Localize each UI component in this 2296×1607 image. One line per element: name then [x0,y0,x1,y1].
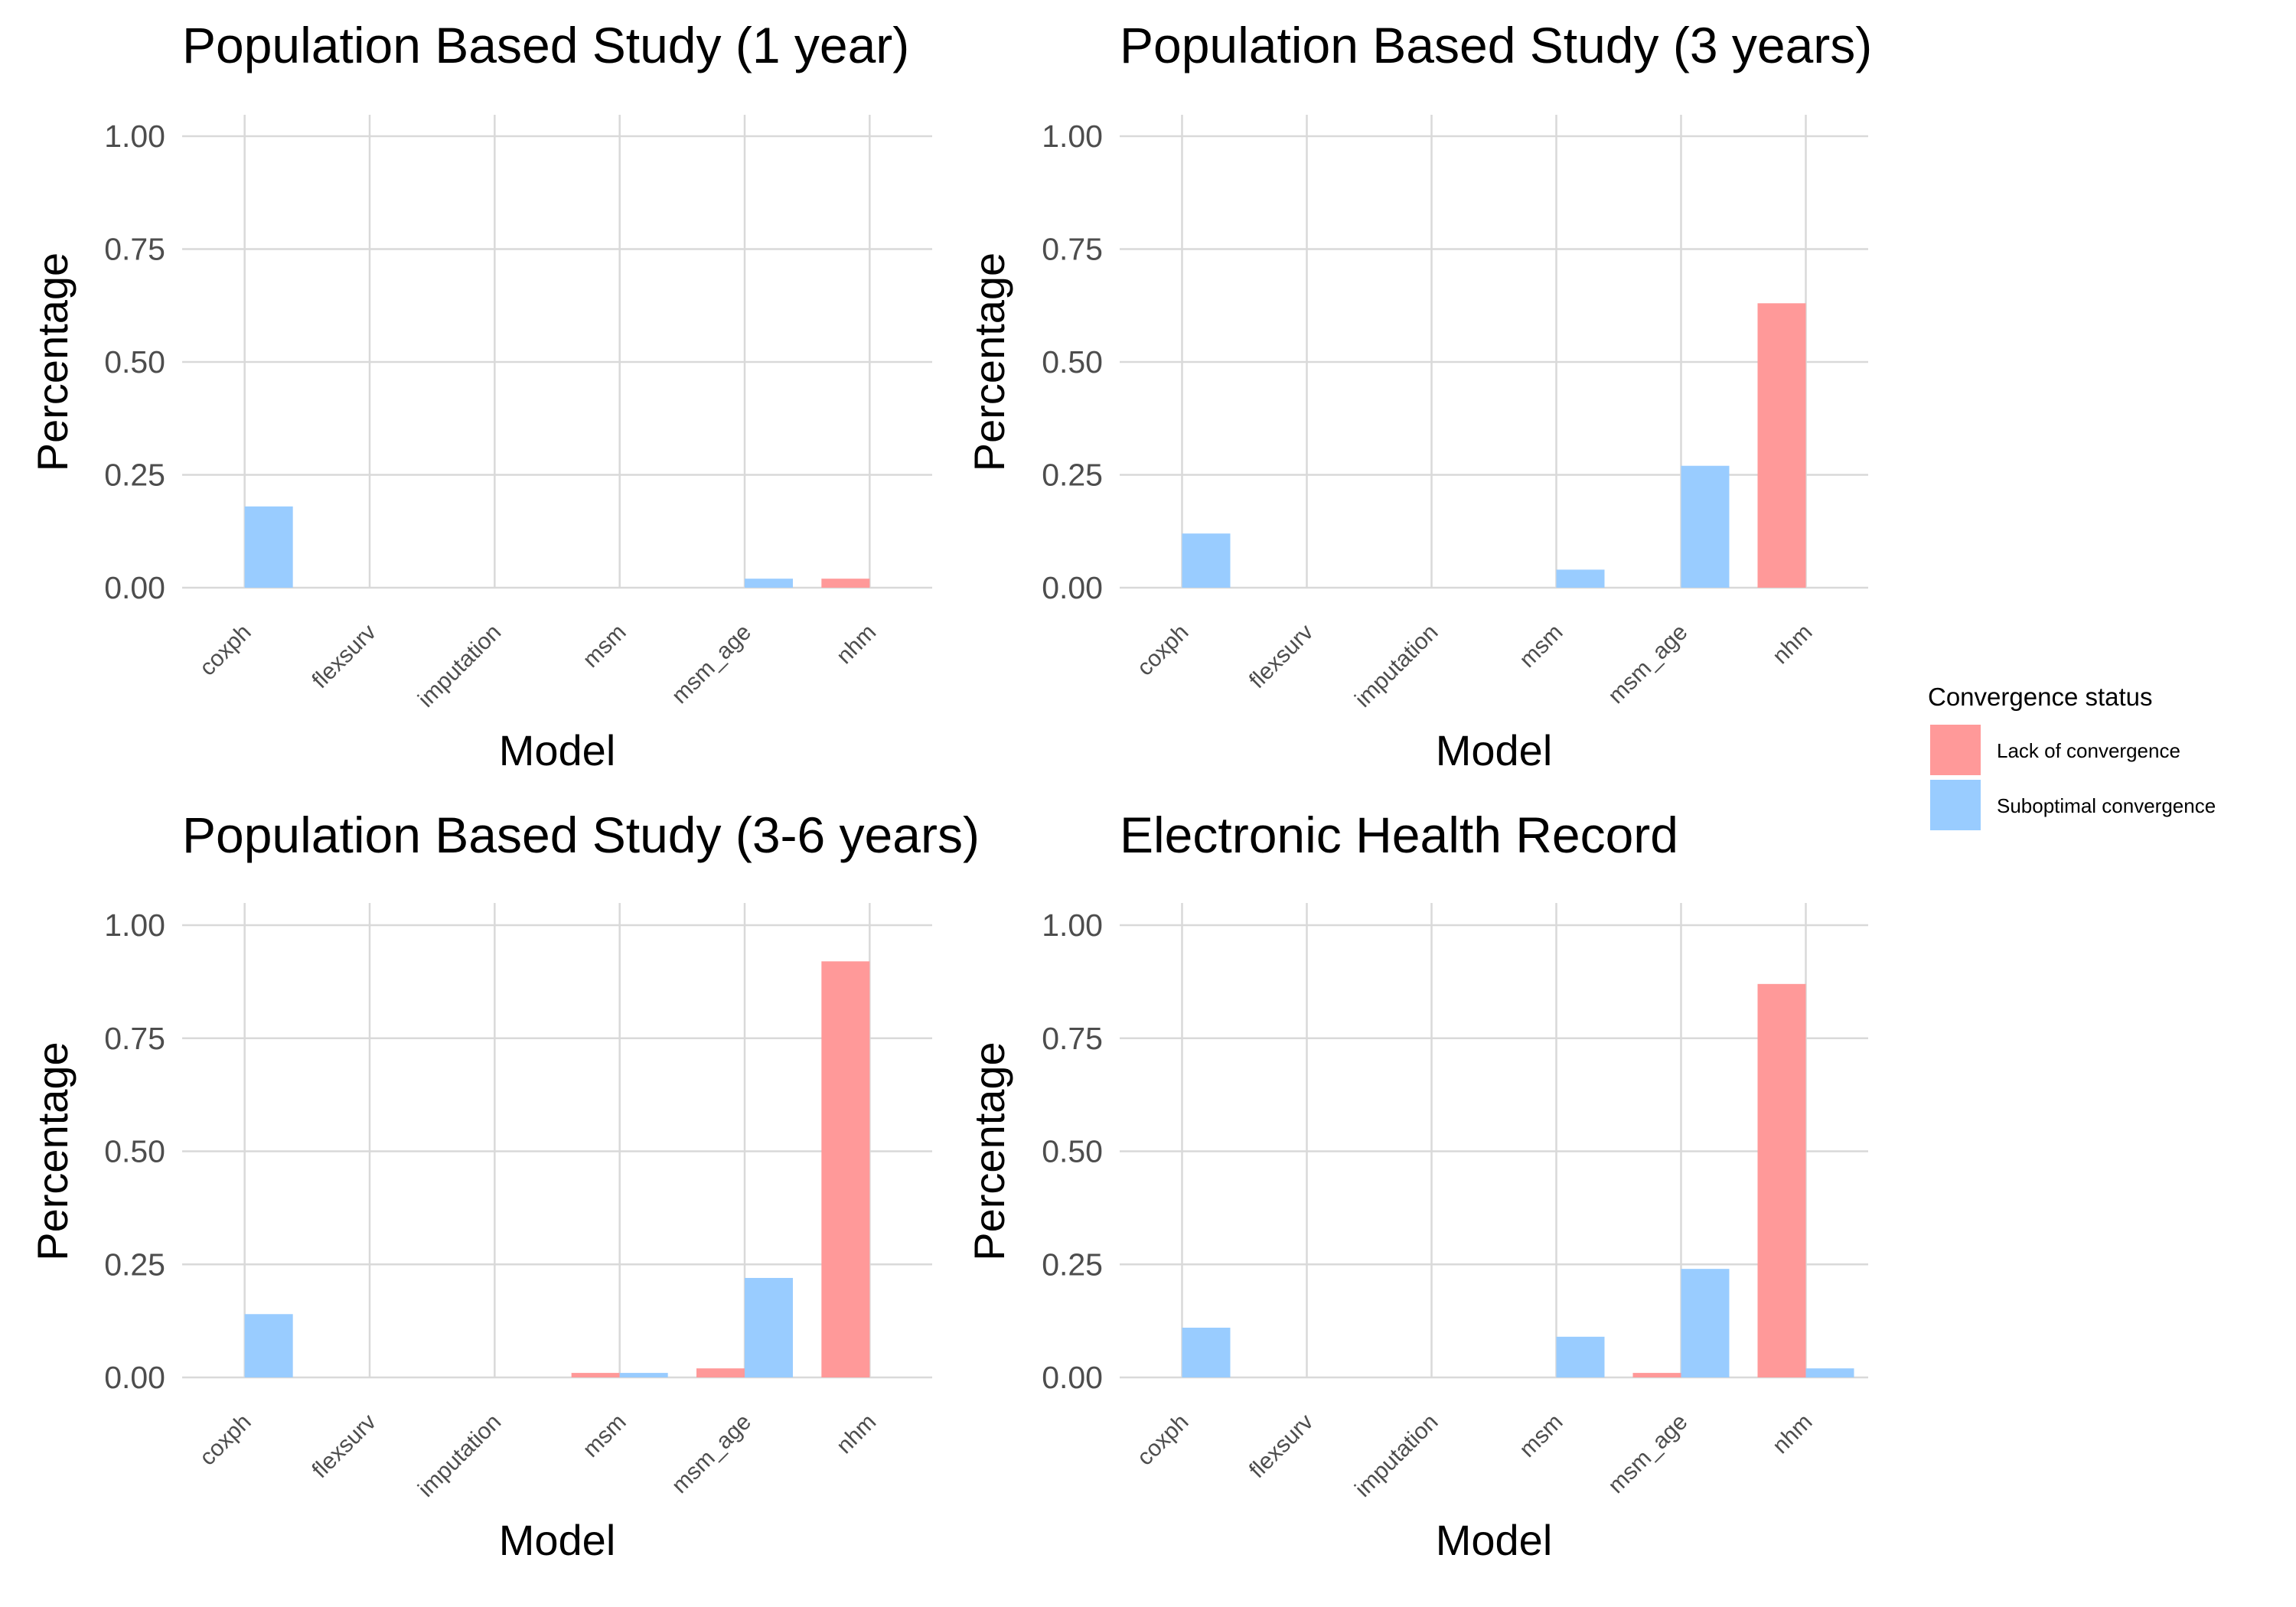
panel-title: Population Based Study (3 years) [1120,17,1872,73]
x-tick-label: flexsurv [1244,1410,1318,1483]
x-tick-label: coxph [1133,1410,1194,1471]
x-tick-label: nhm [832,1410,882,1459]
panel-title: Population Based Study (1 year) [182,17,909,73]
y-tick-label: 0.50 [104,1134,165,1169]
legend-swatch-suboptimal-convergence [1930,780,1981,830]
bar-suboptimal-convergence [619,1373,668,1377]
x-tick-label: msm_age [667,1410,755,1498]
chart-panel-2: 0.00 0.25 0.50 0.75 1.00 coxph flexsurv imputat… [965,17,1872,774]
y-tick-label: 0.25 [1042,458,1103,493]
y-tick-label: 0.50 [104,344,165,380]
x-tick-label: imputation [1350,620,1443,712]
bar-suboptimal-convergence [745,1277,793,1377]
x-tick-label: imputation [413,1410,506,1502]
x-tick-label: imputation [1350,1410,1443,1502]
chart-panel-4: 0.00 0.25 0.50 0.75 1.00 coxph flexsurv imputat… [965,807,1868,1564]
bar-suboptimal-convergence [244,506,293,588]
panel-title: Electronic Health Record [1120,807,1678,863]
y-tick-label: 0.75 [1042,232,1103,267]
chart-panels: 0.00 0.25 0.50 0.75 1.00 coxph flexsurv imputat… [28,17,1872,1564]
y-tick-label: 0.00 [1042,1360,1103,1395]
y-tick-label: 0.00 [104,1360,165,1395]
x-tick-label: coxph [195,1410,256,1471]
bar-suboptimal-convergence [1556,1336,1605,1377]
bar-lack-of-convergence [1632,1373,1681,1377]
y-tick-label: 0.25 [1042,1247,1103,1282]
bar-lack-of-convergence [571,1373,620,1377]
y-tick-label: 0.00 [1042,570,1103,605]
x-tick-label: msm [1515,620,1567,673]
x-tick-label: msm_age [1603,620,1692,709]
bar-suboptimal-convergence [1556,569,1605,588]
y-tick-label: 0.75 [104,1021,165,1056]
y-tick-label: 0.75 [104,232,165,267]
chart-panel-1: 0.00 0.25 0.50 0.75 1.00 coxph flexsurv imputat… [28,17,932,774]
y-tick-label: 0.25 [104,1247,165,1282]
bar-lack-of-convergence [821,579,870,588]
y-axis-title: Percentage [965,1041,1013,1260]
x-tick-label: nhm [1768,620,1818,670]
bar-lack-of-convergence [696,1368,745,1377]
bar-lack-of-convergence [821,961,870,1377]
bar-suboptimal-convergence [244,1314,293,1377]
bar-suboptimal-convergence [1805,1368,1854,1377]
y-tick-label: 1.00 [1042,908,1103,943]
y-tick-label: 0.50 [1042,1134,1103,1169]
legend-label-suboptimal-convergence: Suboptimal convergence [1997,794,2216,817]
bar-lack-of-convergence [1757,303,1806,588]
bar-suboptimal-convergence [1681,465,1730,588]
y-tick-label: 0.75 [1042,1021,1103,1056]
x-tick-label: msm [578,1410,631,1462]
x-tick-label: imputation [413,620,506,712]
x-tick-label: msm_age [667,620,755,709]
y-axis-title: Percentage [965,253,1013,471]
chart-panel-3: 0.00 0.25 0.50 0.75 1.00 coxph flexsurv imputat… [28,807,980,1564]
x-axis-title: Model [499,1516,616,1564]
x-tick-label: msm [1515,1410,1567,1462]
y-tick-label: 0.25 [104,458,165,493]
y-axis-title: Percentage [28,253,77,471]
bar-suboptimal-convergence [1681,1269,1730,1377]
y-tick-label: 0.50 [1042,344,1103,380]
legend-title: Convergence status [1928,683,2153,711]
x-tick-label: msm_age [1603,1410,1692,1498]
legend: Convergence status Lack of convergence S… [1928,683,2216,830]
panel-title: Population Based Study (3-6 years) [182,807,980,863]
y-tick-label: 1.00 [104,119,165,154]
x-tick-label: msm [578,620,631,673]
y-tick-label: 1.00 [104,908,165,943]
bar-suboptimal-convergence [1182,1327,1231,1377]
y-tick-label: 0.00 [104,570,165,605]
x-tick-label: flexsurv [1244,620,1318,693]
x-axis-title: Model [1436,1516,1553,1564]
bar-suboptimal-convergence [1182,533,1231,588]
x-tick-label: coxph [1133,620,1194,681]
x-tick-label: flexsurv [308,1410,381,1483]
x-tick-label: nhm [832,620,882,670]
y-tick-label: 1.00 [1042,119,1103,154]
x-axis-title: Model [1436,726,1553,774]
x-tick-label: nhm [1768,1410,1818,1459]
bar-lack-of-convergence [1757,983,1806,1377]
legend-swatch-lack-of-convergence [1930,725,1981,775]
y-axis-title: Percentage [28,1041,77,1260]
x-tick-label: coxph [195,620,256,681]
x-axis-title: Model [499,726,616,774]
x-tick-label: flexsurv [308,620,381,693]
legend-label-lack-of-convergence: Lack of convergence [1997,739,2180,762]
bar-suboptimal-convergence [745,579,793,588]
